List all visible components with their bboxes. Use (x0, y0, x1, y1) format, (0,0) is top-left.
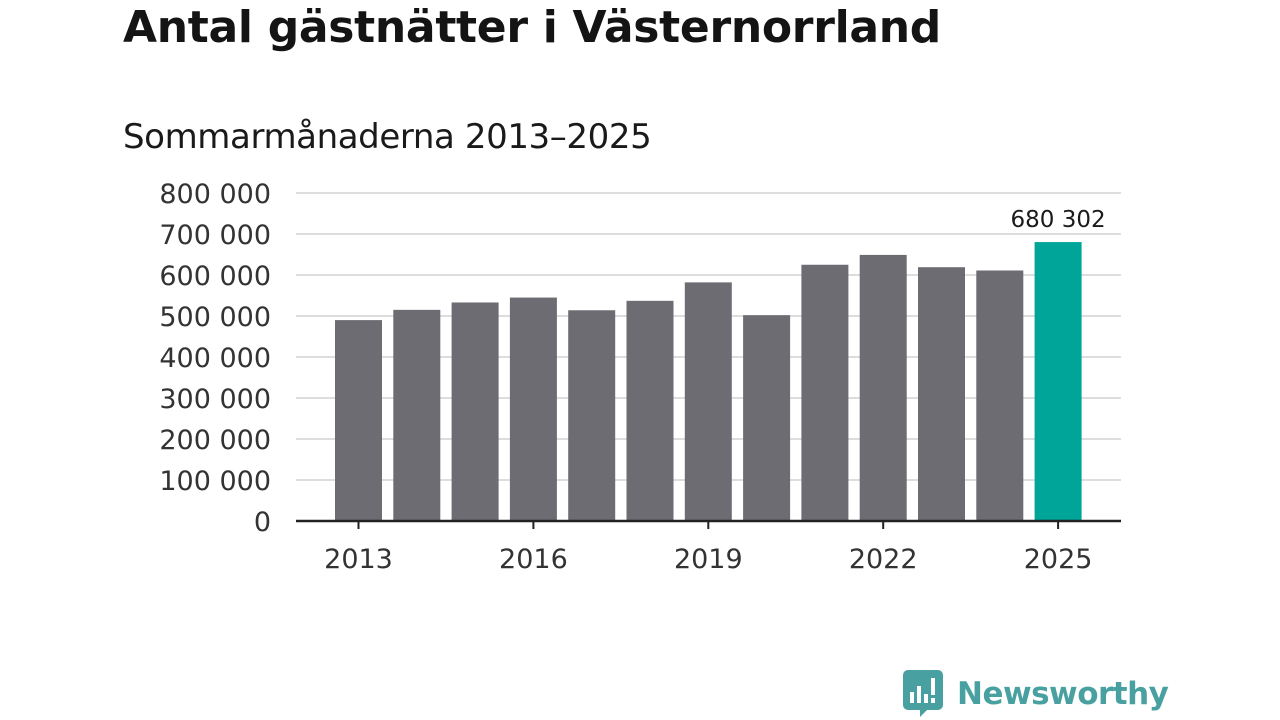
bar-2021 (801, 264, 849, 521)
chart-subtitle: Sommarmånaderna 2013–2025 (123, 117, 652, 157)
bar-2025 (1034, 242, 1082, 522)
x-tick-label: 2013 (324, 544, 393, 575)
x-tick-label: 2016 (499, 544, 568, 575)
y-tick-label: 0 (254, 507, 271, 538)
x-tick-label: 2019 (674, 544, 743, 575)
y-tick-label: 700 000 (159, 220, 271, 251)
y-tick-label: 600 000 (159, 261, 271, 292)
bar-2024 (976, 270, 1024, 521)
newsworthy-logo: Newsworthy (903, 670, 1169, 718)
brand-name: Newsworthy (957, 676, 1169, 712)
x-tick-label: 2025 (1024, 544, 1093, 575)
y-tick-label: 200 000 (159, 425, 271, 456)
x-tick-label: 2022 (849, 544, 918, 575)
data-label-2025: 680 302 (1011, 207, 1106, 233)
y-tick-label: 800 000 (159, 179, 271, 210)
bar-2023 (918, 267, 965, 521)
bar-2018 (626, 300, 674, 521)
bar-2022 (859, 254, 907, 521)
newsworthy-speech-bubble-chart-icon (903, 670, 943, 717)
bar-2016 (509, 297, 557, 521)
chart-title: Antal gästnätter i Västernorrland (123, 2, 942, 53)
bar-2015 (451, 302, 499, 521)
bar-2017 (568, 310, 616, 521)
bar-2020 (743, 315, 791, 521)
y-tick-label: 100 000 (159, 466, 271, 497)
y-tick-label: 500 000 (159, 302, 271, 333)
bar-2014 (393, 309, 441, 521)
y-tick-label: 300 000 (159, 384, 271, 415)
bar-2013 (335, 320, 382, 521)
bar-2019 (684, 282, 732, 521)
y-tick-label: 400 000 (159, 343, 271, 374)
